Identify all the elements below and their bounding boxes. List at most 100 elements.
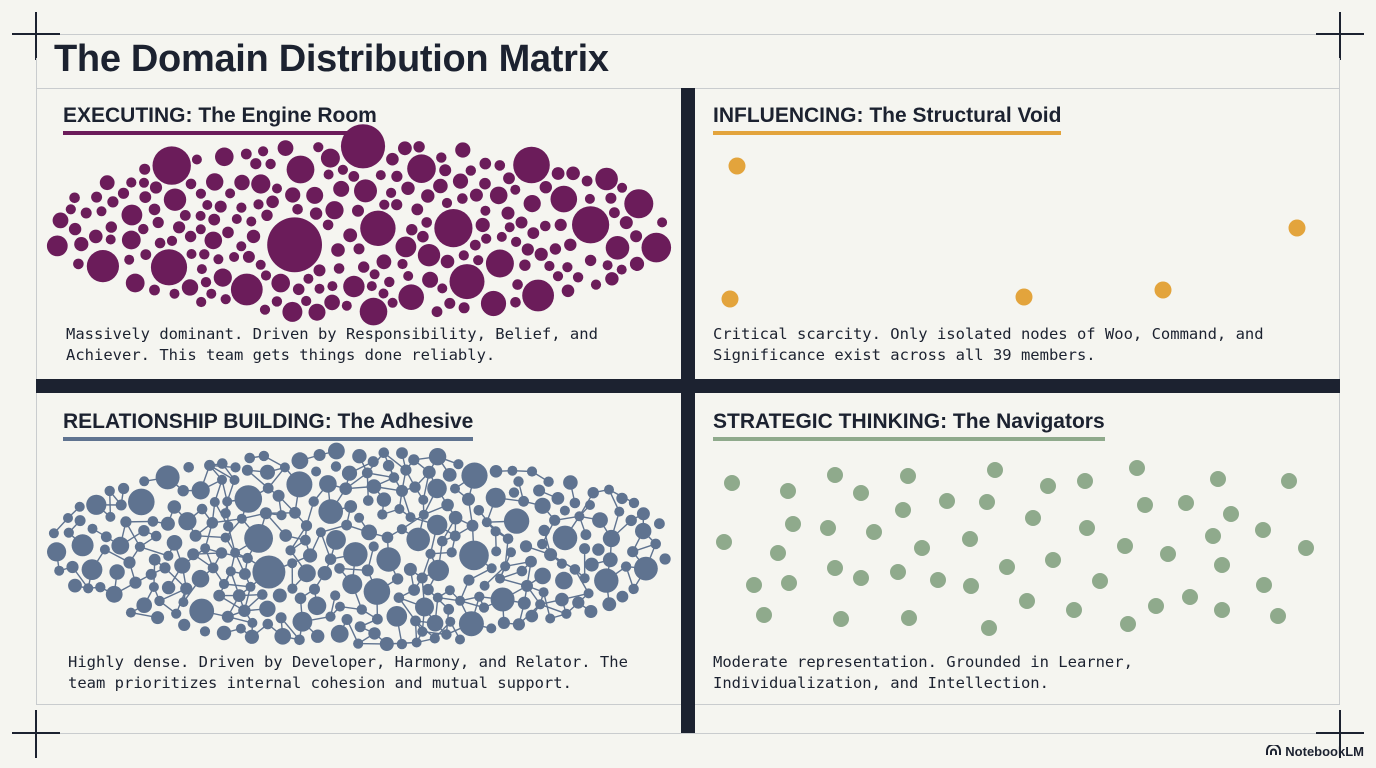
relationship-node <box>507 465 518 476</box>
relationship-node <box>379 637 394 651</box>
executing-node <box>602 260 613 271</box>
relationship-node <box>99 544 110 555</box>
relationship-node <box>481 517 492 528</box>
executing-node <box>267 217 322 273</box>
relationship-node <box>189 529 202 542</box>
relationship-node <box>388 472 400 483</box>
relationship-node <box>145 568 157 580</box>
executing-node <box>384 276 395 288</box>
executing-node <box>195 188 206 199</box>
executing-node <box>285 187 301 203</box>
strategic-node <box>746 577 762 593</box>
relationship-node <box>361 467 373 479</box>
relationship-node <box>377 509 388 520</box>
relationship-node <box>555 592 569 607</box>
executing-node <box>624 189 654 219</box>
relationship-node <box>525 609 539 623</box>
relationship-node <box>444 585 455 596</box>
relationship-node <box>100 531 112 543</box>
executing-node <box>561 284 575 298</box>
relationship-node <box>223 521 234 532</box>
relationship-node <box>372 613 383 625</box>
relationship-node <box>178 618 191 631</box>
executing-node <box>358 261 370 273</box>
relationship-node <box>427 559 449 582</box>
executing-node <box>80 207 92 219</box>
relationship-node <box>448 510 463 525</box>
relationship-node <box>109 564 125 580</box>
executing-node <box>327 281 338 292</box>
relationship-node <box>585 500 595 510</box>
strategic-node <box>1298 540 1314 556</box>
strategic-node <box>999 559 1015 575</box>
strategic-node <box>1117 538 1133 554</box>
relationship-node <box>584 605 598 618</box>
relationship-node <box>309 583 320 595</box>
relationship-node <box>491 546 502 557</box>
strategic-node <box>1079 520 1095 536</box>
executing-node <box>200 277 212 288</box>
executing-node <box>457 193 468 204</box>
relationship-node <box>344 500 358 513</box>
crop-mark-bl-v <box>35 710 37 758</box>
executing-node <box>421 189 435 203</box>
executing-node <box>523 195 541 213</box>
executing-node <box>140 249 152 260</box>
strategic-node <box>1066 602 1082 618</box>
relationship-node <box>386 606 408 627</box>
executing-node <box>539 181 552 194</box>
relationship-node <box>234 485 263 513</box>
executing-node <box>96 206 107 217</box>
executing-node <box>590 279 602 290</box>
executing-node <box>74 237 89 252</box>
relationship-node <box>479 580 490 591</box>
executing-node <box>605 236 630 260</box>
relationship-node <box>235 623 246 634</box>
relationship-node <box>154 595 165 607</box>
relationship-node <box>543 476 554 487</box>
relationship-node <box>287 558 298 569</box>
executing-node <box>231 214 242 224</box>
relationship-node <box>396 447 408 459</box>
relationship-node <box>403 562 417 576</box>
executing-node <box>341 300 352 311</box>
executing-node <box>236 241 247 252</box>
executing-node <box>149 181 163 194</box>
relationship-node <box>63 513 73 523</box>
executing-node <box>154 237 166 249</box>
relationship-node <box>229 475 240 485</box>
strategic-node <box>827 560 843 576</box>
executing-node <box>489 186 508 205</box>
executing-node <box>441 197 453 209</box>
relationship-node <box>450 483 460 494</box>
executing-node <box>202 200 213 210</box>
relationship-node <box>74 515 86 527</box>
relationship-node <box>86 494 107 515</box>
executing-node <box>496 231 507 242</box>
relationship-node <box>311 629 325 643</box>
executing-node-cluster <box>46 124 672 326</box>
executing-node <box>149 284 160 296</box>
relationship-node <box>138 525 150 537</box>
relationship-node <box>244 629 259 644</box>
crop-mark-tr-v <box>1339 12 1341 60</box>
executing-node <box>417 244 441 267</box>
relationship-node <box>628 583 639 595</box>
executing-node <box>584 193 595 204</box>
relationship-node <box>274 628 291 645</box>
executing-node <box>398 141 412 156</box>
executing-node <box>475 217 490 233</box>
relationship-node <box>232 589 246 602</box>
executing-node <box>630 230 643 243</box>
relationship-node <box>330 590 341 601</box>
relationship-node <box>95 582 106 593</box>
strategic-node <box>987 462 1003 478</box>
relationship-node <box>455 595 466 606</box>
executing-node <box>337 164 348 175</box>
relationship-node <box>294 592 307 605</box>
executing-node <box>510 184 521 195</box>
executing-node <box>52 212 69 229</box>
relationship-node <box>453 459 464 470</box>
executing-node <box>325 201 344 220</box>
relationship-node <box>400 464 412 476</box>
